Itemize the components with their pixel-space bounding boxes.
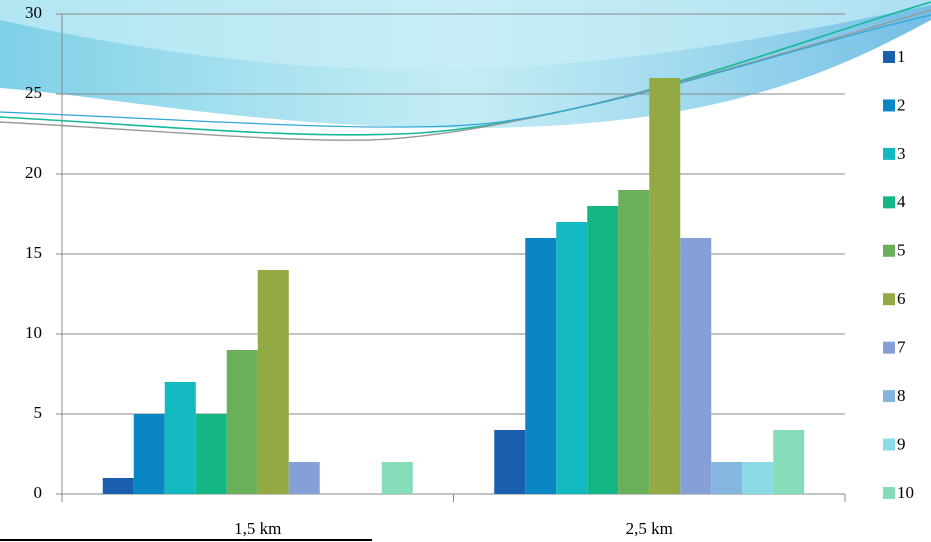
y-tick-label: 20 xyxy=(25,163,42,182)
bar xyxy=(742,462,774,494)
bar xyxy=(680,238,712,494)
legend-label: 9 xyxy=(897,434,906,453)
background-swoosh xyxy=(0,0,931,141)
legend-label: 2 xyxy=(897,95,906,114)
legend-label: 1 xyxy=(897,47,906,66)
bar xyxy=(195,414,227,494)
bar xyxy=(133,414,165,494)
bar xyxy=(226,350,258,494)
x-tick-label: 2,5 km xyxy=(626,519,673,538)
y-tick-label: 5 xyxy=(34,403,43,422)
legend-swatch xyxy=(883,390,895,403)
legend-label: 6 xyxy=(897,289,906,308)
y-tick-label: 10 xyxy=(25,323,42,342)
bar xyxy=(102,478,134,494)
bar xyxy=(618,190,650,494)
legend-label: 8 xyxy=(897,386,906,405)
y-tick-label: 25 xyxy=(25,83,42,102)
bar xyxy=(587,206,619,494)
bar xyxy=(381,462,413,494)
bar xyxy=(288,462,320,494)
y-tick-label: 0 xyxy=(34,483,43,502)
legend-swatch xyxy=(883,438,895,451)
legend-swatch xyxy=(883,99,895,112)
bar xyxy=(494,430,526,494)
legend-label: 5 xyxy=(897,241,906,260)
legend-swatch xyxy=(883,341,895,354)
legend-swatch xyxy=(883,293,895,306)
legend-label: 10 xyxy=(897,483,914,502)
bar xyxy=(525,238,557,494)
x-tick-label: 1,5 km xyxy=(234,519,281,538)
y-tick-label: 15 xyxy=(25,243,42,262)
legend-label: 7 xyxy=(897,338,906,357)
legend-label: 3 xyxy=(897,144,906,163)
y-tick-label: 30 xyxy=(25,3,42,22)
legend-label: 4 xyxy=(897,192,906,211)
bar xyxy=(711,462,743,494)
bar xyxy=(164,382,196,494)
bar xyxy=(773,430,805,494)
bar xyxy=(257,270,289,494)
legend-swatch xyxy=(883,147,895,160)
legend-swatch xyxy=(883,51,895,63)
bar xyxy=(649,78,681,494)
bar xyxy=(556,222,588,494)
legend-swatch xyxy=(883,196,895,209)
legend-swatch xyxy=(883,244,895,257)
legend-swatch xyxy=(883,487,895,499)
